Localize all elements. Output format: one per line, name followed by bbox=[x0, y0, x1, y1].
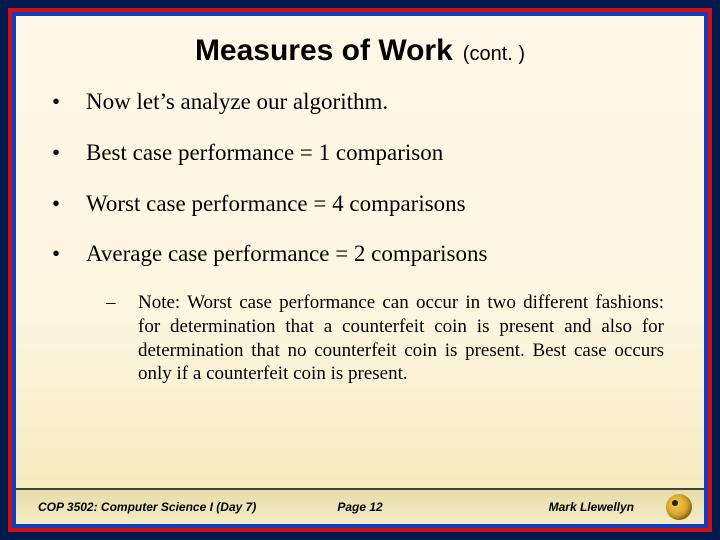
bullet-item: Best case performance = 1 comparison bbox=[46, 139, 674, 168]
footer-page: Page 12 bbox=[337, 500, 382, 514]
outer-border: Measures of Work (cont. ) Now let’s anal… bbox=[0, 0, 720, 540]
slide-title: Measures of Work bbox=[195, 34, 453, 67]
ucf-logo-icon bbox=[666, 494, 692, 520]
footer-course: COP 3502: Computer Science I (Day 7) bbox=[38, 500, 256, 514]
slide-title-cont: (cont. ) bbox=[463, 43, 525, 65]
content-area: Now let’s analyze our algorithm. Best ca… bbox=[16, 78, 704, 488]
footer-author: Mark Llewellyn bbox=[549, 500, 634, 514]
bullet-item: Now let’s analyze our algorithm. bbox=[46, 88, 674, 117]
bullet-list: Now let’s analyze our algorithm. Best ca… bbox=[46, 88, 674, 269]
bullet-item: Average case performance = 2 comparisons bbox=[46, 240, 674, 269]
slide-canvas: Measures of Work (cont. ) Now let’s anal… bbox=[16, 16, 704, 524]
title-area: Measures of Work (cont. ) bbox=[16, 16, 704, 78]
footer-bar: COP 3502: Computer Science I (Day 7) Pag… bbox=[16, 488, 704, 524]
sub-note: Note: Worst case performance can occur i… bbox=[46, 291, 674, 386]
inner-border: Measures of Work (cont. ) Now let’s anal… bbox=[12, 12, 708, 528]
mid-border: Measures of Work (cont. ) Now let’s anal… bbox=[8, 8, 712, 532]
bullet-item: Worst case performance = 4 comparisons bbox=[46, 190, 674, 219]
